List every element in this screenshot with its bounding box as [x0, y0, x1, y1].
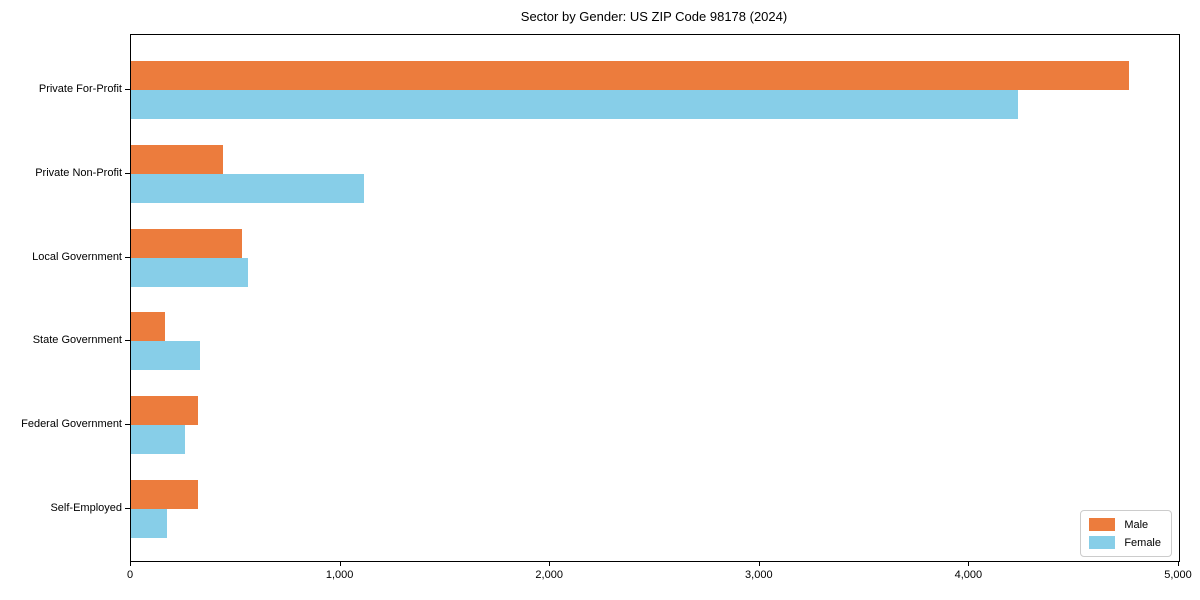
y-tick-mark — [125, 89, 130, 90]
female-color-swatch — [1089, 536, 1116, 549]
y-tick-mark — [125, 424, 130, 426]
y-tick-mark — [125, 508, 130, 509]
y-tick-label: Local Government — [32, 250, 122, 263]
bars-container — [131, 35, 1179, 561]
x-tick-label: 5,000 — [1164, 569, 1192, 581]
bar-female-2 — [131, 257, 249, 287]
x-tick-mark — [758, 561, 760, 566]
chart-title: Sector by Gender: US ZIP Code 98178 (202… — [520, 9, 788, 24]
x-tick-label: 3,000 — [745, 569, 773, 581]
x-tick-label: 2,000 — [535, 569, 563, 581]
y-tick-label: Private For-Profit — [38, 83, 122, 95]
y-tick-label: Private Non-Profit — [35, 166, 122, 179]
bar-male-5 — [131, 480, 199, 509]
plot-area: Male Female — [130, 34, 1180, 562]
bar-female-3 — [131, 341, 201, 371]
y-tick-mark — [125, 172, 130, 174]
legend-label-female: Female — [1124, 536, 1161, 549]
bar-male-3 — [131, 312, 165, 342]
legend-item-male: Male — [1089, 518, 1161, 531]
bar-female-0 — [131, 90, 1018, 119]
legend-item-female: Female — [1089, 536, 1161, 549]
x-tick-mark — [549, 561, 551, 566]
bar-male-4 — [131, 396, 199, 426]
x-tick-mark — [130, 561, 131, 566]
bar-female-5 — [131, 509, 167, 538]
y-tick-label: Federal Government — [21, 418, 122, 431]
y-tick-label: State Government — [32, 334, 122, 347]
x-tick-mark — [339, 561, 341, 566]
x-tick-label: 0 — [126, 569, 134, 581]
male-color-swatch — [1089, 518, 1116, 531]
y-tick-mark — [125, 340, 130, 342]
y-tick-label: Self-Employed — [50, 502, 122, 514]
legend: Male Female — [1080, 510, 1172, 557]
x-tick-mark — [1178, 561, 1179, 566]
bar-male-1 — [131, 144, 224, 174]
y-tick-mark — [125, 256, 130, 258]
bar-male-2 — [131, 228, 243, 258]
x-tick-label: 4,000 — [954, 569, 983, 581]
bar-female-4 — [131, 425, 186, 455]
x-tick-mark — [968, 561, 970, 566]
legend-label-male: Male — [1124, 518, 1149, 531]
x-tick-label: 1,000 — [325, 569, 354, 581]
bar-female-1 — [131, 173, 364, 203]
bar-male-0 — [131, 61, 1129, 90]
